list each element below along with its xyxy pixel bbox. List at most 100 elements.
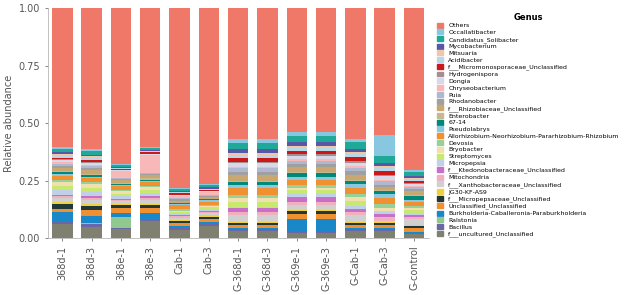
- Bar: [198, 215, 219, 217]
- Bar: [374, 198, 395, 204]
- Bar: [287, 159, 307, 161]
- Bar: [345, 223, 366, 225]
- Bar: [111, 194, 131, 196]
- Bar: [198, 206, 219, 207]
- Bar: [169, 230, 190, 238]
- Bar: [81, 163, 102, 165]
- Bar: [228, 139, 249, 142]
- Bar: [111, 185, 131, 186]
- Bar: [374, 190, 395, 191]
- Bar: [374, 191, 395, 194]
- Bar: [374, 228, 395, 230]
- Bar: [404, 176, 424, 178]
- Bar: [404, 189, 424, 191]
- Bar: [111, 183, 131, 184]
- Bar: [169, 198, 190, 199]
- Bar: [198, 224, 219, 225]
- Bar: [169, 8, 190, 188]
- Bar: [404, 202, 424, 206]
- Bar: [169, 215, 190, 216]
- Bar: [111, 191, 131, 194]
- Bar: [140, 204, 160, 205]
- Bar: [374, 217, 395, 221]
- Bar: [81, 182, 102, 184]
- Bar: [81, 165, 102, 166]
- Bar: [228, 207, 249, 209]
- Bar: [257, 189, 278, 195]
- Bar: [404, 183, 424, 184]
- Bar: [140, 208, 160, 213]
- Bar: [316, 135, 336, 142]
- Bar: [404, 219, 424, 225]
- Bar: [374, 176, 395, 180]
- Bar: [374, 222, 395, 223]
- Bar: [404, 234, 424, 238]
- Bar: [404, 181, 424, 183]
- Bar: [345, 209, 366, 212]
- Bar: [198, 200, 219, 202]
- Bar: [316, 172, 336, 173]
- Bar: [169, 211, 190, 212]
- Bar: [257, 162, 278, 163]
- Bar: [404, 233, 424, 234]
- Bar: [111, 208, 131, 213]
- Bar: [140, 181, 160, 182]
- Bar: [81, 8, 102, 149]
- Bar: [52, 147, 73, 149]
- Bar: [287, 196, 307, 201]
- Bar: [228, 167, 249, 168]
- Bar: [257, 168, 278, 172]
- Bar: [169, 195, 190, 196]
- Bar: [52, 8, 73, 147]
- Bar: [52, 204, 73, 209]
- Bar: [404, 215, 424, 217]
- Bar: [345, 222, 366, 223]
- Bar: [228, 228, 249, 230]
- Bar: [404, 200, 424, 202]
- Bar: [111, 201, 131, 204]
- Bar: [198, 184, 219, 185]
- Bar: [228, 162, 249, 163]
- Bar: [404, 208, 424, 210]
- Bar: [257, 172, 278, 175]
- Bar: [140, 8, 160, 147]
- Bar: [374, 156, 395, 163]
- Bar: [374, 166, 395, 168]
- Bar: [257, 163, 278, 167]
- Bar: [374, 214, 395, 217]
- Bar: [111, 217, 131, 228]
- Bar: [198, 187, 219, 189]
- Bar: [140, 150, 160, 151]
- Bar: [52, 224, 73, 238]
- Bar: [169, 201, 190, 203]
- Bar: [316, 196, 336, 201]
- Bar: [257, 153, 278, 155]
- Bar: [81, 158, 102, 160]
- Bar: [169, 220, 190, 221]
- Bar: [52, 168, 73, 171]
- Bar: [374, 212, 395, 214]
- Bar: [374, 194, 395, 198]
- Bar: [140, 151, 160, 152]
- Bar: [257, 8, 278, 139]
- Bar: [345, 166, 366, 168]
- Bar: [316, 191, 336, 194]
- Bar: [257, 231, 278, 238]
- Bar: [140, 186, 160, 187]
- Bar: [81, 177, 102, 178]
- Bar: [81, 198, 102, 200]
- Bar: [81, 188, 102, 192]
- Bar: [198, 219, 219, 222]
- Bar: [316, 201, 336, 205]
- Bar: [228, 155, 249, 158]
- Bar: [287, 8, 307, 132]
- Bar: [228, 222, 249, 223]
- Bar: [316, 194, 336, 196]
- Bar: [374, 231, 395, 238]
- Bar: [374, 175, 395, 176]
- Bar: [52, 152, 73, 154]
- Bar: [257, 207, 278, 209]
- Bar: [287, 214, 307, 219]
- Bar: [198, 202, 219, 205]
- Bar: [257, 185, 278, 189]
